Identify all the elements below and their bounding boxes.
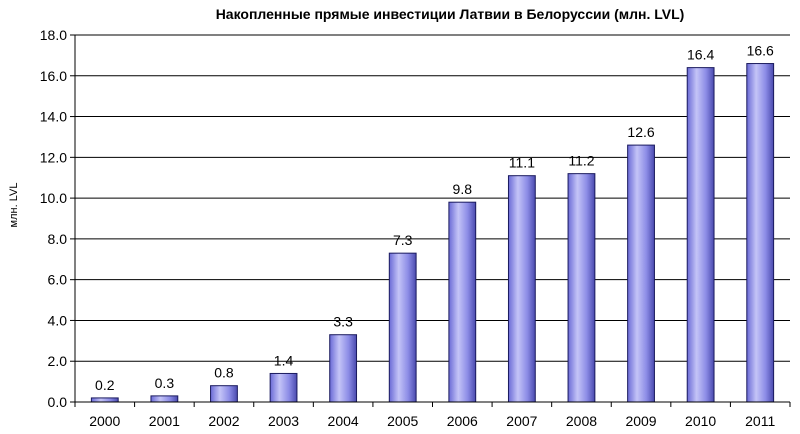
data-label: 7.3 [393, 232, 413, 248]
x-tick-label: 2000 [89, 413, 120, 429]
x-tick-label: 2009 [625, 413, 656, 429]
data-label: 11.1 [509, 155, 535, 171]
y-tick-label: 14.0 [40, 109, 67, 125]
bar [448, 201, 477, 403]
y-tick-label: 18.0 [40, 27, 67, 43]
x-tick-label: 2010 [685, 413, 716, 429]
bar [627, 144, 655, 403]
bar [686, 67, 715, 403]
data-label: 0.2 [95, 377, 115, 393]
y-axis-label: млн. LVL [8, 183, 20, 228]
x-tick-label: 2003 [268, 413, 299, 429]
x-tick-label: 2011 [745, 413, 775, 429]
y-tick-label: 2.0 [48, 353, 68, 369]
y-tick-label: 16.0 [40, 68, 67, 84]
x-tick-label: 2006 [447, 413, 478, 429]
y-tick-label: 10.0 [40, 190, 67, 206]
y-tick-label: 8.0 [48, 231, 68, 247]
bar [269, 372, 298, 403]
data-label: 12.6 [627, 124, 654, 140]
x-tick-label: 2004 [328, 413, 359, 429]
y-tick-label: 12.0 [40, 149, 67, 165]
x-tick-label: 2002 [208, 413, 239, 429]
data-label: 1.4 [274, 352, 294, 368]
y-tick-label: 6.0 [48, 272, 68, 288]
data-label: 16.4 [687, 47, 714, 63]
x-tick-label: 2008 [566, 413, 597, 429]
bar [150, 395, 179, 403]
x-tick-label: 2001 [149, 413, 180, 429]
bar [388, 252, 417, 403]
data-label: 11.2 [568, 153, 594, 169]
bar [329, 334, 358, 403]
bar [507, 175, 536, 403]
bar [90, 397, 119, 403]
grid-layer [75, 34, 790, 403]
bar [210, 385, 238, 403]
y-tick-label: 4.0 [48, 312, 68, 328]
bar-layer [90, 63, 775, 403]
data-label: 0.3 [155, 375, 175, 391]
label-layer: 0.2 0.3 0.8 1.4 3.3 7.3 9.8 11.1 11.2 12.6 16.4 16.… [95, 43, 774, 393]
data-label: 0.8 [214, 365, 234, 381]
data-label: 9.8 [453, 181, 473, 197]
x-tick-label: 2007 [506, 413, 537, 429]
data-label: 16.6 [747, 43, 774, 59]
chart-title: Накопленные прямые инвестиции Латвии в Б… [216, 6, 685, 22]
x-tick-label: 2005 [387, 413, 418, 429]
bar [746, 63, 775, 403]
axis-layer: 0.0 2.0 4.0 6.0 8.0 10.0 12.0 14.0 16.0 18.0 2000 2… [40, 27, 791, 429]
bar [567, 173, 596, 403]
data-label: 3.3 [333, 314, 353, 330]
y-tick-label: 0.0 [48, 394, 68, 410]
